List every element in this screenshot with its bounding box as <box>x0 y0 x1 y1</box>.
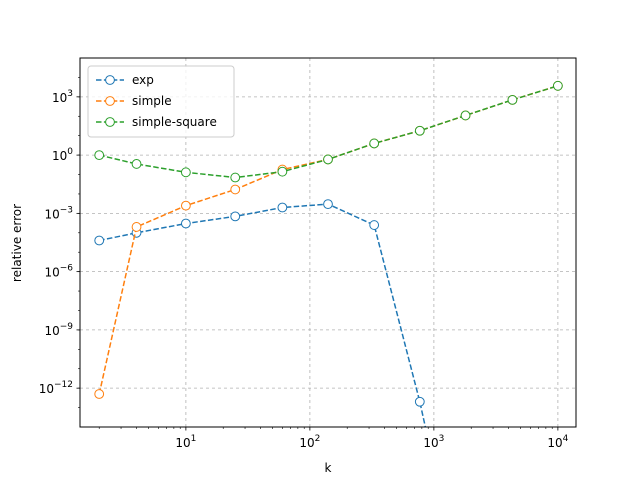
plot-frame <box>79 57 577 428</box>
data-point <box>94 235 105 246</box>
x-tick-label: 104 <box>547 434 568 450</box>
x-axis-label: k <box>325 461 332 475</box>
data-point <box>131 159 142 169</box>
y-tick-label: 10−9 <box>44 322 73 338</box>
legend-label: simple-square <box>132 115 217 129</box>
data-point <box>369 138 380 149</box>
data-point <box>230 211 241 222</box>
series-exp <box>94 199 427 427</box>
data-point <box>552 80 563 91</box>
data-point <box>230 184 241 195</box>
y-tick-label: 10−6 <box>44 264 73 280</box>
data-point <box>507 94 518 105</box>
data-point <box>180 200 191 211</box>
data-point <box>94 389 105 399</box>
x-axis-ticks: 101 102 103 104 <box>98 427 569 450</box>
legend-label: exp <box>132 73 154 87</box>
data-point <box>323 154 333 165</box>
y-tick-label: 100 <box>52 147 73 163</box>
y-axis-ticks: 10−12 10−9 10−6 10−3 100 103 <box>39 77 80 408</box>
legend-box <box>87 65 235 138</box>
data-point <box>94 150 105 161</box>
data-point <box>460 110 471 121</box>
series-group <box>94 80 563 427</box>
y-tick-label: 10−12 <box>39 380 73 396</box>
legend-marker <box>105 96 115 106</box>
data-point <box>180 167 191 178</box>
data-point <box>277 166 288 177</box>
data-point <box>414 396 425 407</box>
legend-item: simple <box>96 94 172 108</box>
y-tick-label: 103 <box>52 89 73 105</box>
x-tick-label: 102 <box>299 434 320 450</box>
data-point <box>180 218 191 229</box>
legend-item: exp <box>96 73 154 87</box>
data-point <box>230 172 241 183</box>
data-point <box>414 125 425 136</box>
data-point <box>323 199 333 210</box>
x-tick-label: 103 <box>423 434 444 450</box>
y-axis-label: relative error <box>10 204 24 282</box>
legend-label: simple <box>132 94 172 108</box>
legend: exp simple simple-square <box>87 65 235 138</box>
x-tick-label: 101 <box>175 434 196 450</box>
legend-marker <box>105 117 115 127</box>
legend-marker <box>105 75 115 85</box>
y-tick-label: 10−3 <box>44 205 73 221</box>
data-point <box>131 222 142 232</box>
data-point <box>277 202 288 213</box>
data-point <box>369 220 380 230</box>
legend-item: simple-square <box>96 115 217 129</box>
series-simple-square <box>94 80 563 183</box>
